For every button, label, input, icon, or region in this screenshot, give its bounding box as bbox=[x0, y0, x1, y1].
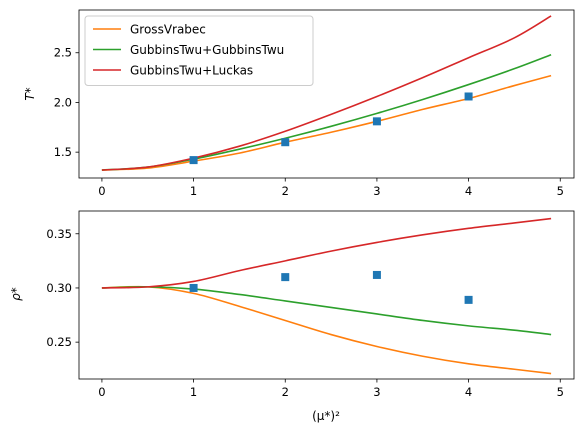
top-data-point-marker bbox=[372, 117, 381, 126]
top-x-ticks: 0 1 2 3 4 5 bbox=[98, 178, 564, 198]
legend: GrossVrabec GubbinsTwu+GubbinsTwu GubbinsT… bbox=[84, 15, 314, 86]
top-x-tick-label: 0 bbox=[98, 184, 105, 198]
bot-series-line-1 bbox=[101, 286, 552, 336]
bot-series-line-2 bbox=[101, 217, 552, 289]
bot-y-tick-label: 0.35 bbox=[46, 227, 72, 241]
top-y-tick-label: 2.5 bbox=[54, 46, 72, 60]
top-x-tick-label: 5 bbox=[557, 184, 564, 198]
bot-x-tick-label: 5 bbox=[557, 385, 564, 399]
bottom-series-group bbox=[101, 217, 552, 375]
bottom-x-axis-label: (μ*)² bbox=[312, 409, 340, 423]
bot-series-line-0 bbox=[101, 285, 552, 375]
top-data-point-marker bbox=[189, 156, 198, 165]
top-y-tick-label: 2.0 bbox=[54, 95, 72, 109]
legend-entry-label: GubbinsTwu+Luckas bbox=[130, 64, 253, 78]
bot-data-point-marker bbox=[281, 273, 290, 282]
top-series-line-0 bbox=[101, 74, 552, 171]
bot-data-point-marker bbox=[189, 283, 198, 292]
bottom-panel: 0 1 2 3 4 5 0.25 0.30 0.35 ρ* (μ*)² bbox=[9, 210, 575, 423]
bot-y-tick-label: 0.25 bbox=[46, 335, 72, 349]
top-y-tick-label: 1.5 bbox=[54, 145, 72, 159]
bot-x-tick-label: 4 bbox=[465, 385, 472, 399]
top-y-ticks: 1.5 2.0 2.5 bbox=[54, 46, 79, 159]
top-series-group bbox=[101, 15, 552, 171]
top-x-tick-label: 1 bbox=[190, 184, 197, 198]
top-x-tick-label: 3 bbox=[373, 184, 380, 198]
legend-entry-label: GrossVrabec bbox=[130, 23, 206, 37]
bot-y-tick-label: 0.30 bbox=[46, 281, 72, 295]
legend-frame bbox=[84, 15, 314, 86]
bot-data-point-marker bbox=[372, 270, 381, 279]
top-series-line-2 bbox=[101, 15, 552, 171]
bot-data-point-marker bbox=[464, 295, 473, 304]
top-data-point-marker bbox=[464, 92, 473, 101]
top-data-point-marker bbox=[281, 138, 290, 147]
bot-x-tick-label: 2 bbox=[282, 385, 289, 399]
top-plot-frame bbox=[78, 9, 575, 179]
bottom-y-ticks: 0.25 0.30 0.35 bbox=[46, 227, 79, 349]
top-panel: 0 1 2 3 4 5 1.5 2.0 2.5 T* GrossVrabec GubbinsTw… bbox=[23, 9, 575, 198]
top-x-tick-label: 2 bbox=[282, 184, 289, 198]
bot-x-tick-label: 3 bbox=[373, 385, 380, 399]
bottom-x-ticks: 0 1 2 3 4 5 bbox=[98, 379, 564, 399]
bot-x-tick-label: 1 bbox=[190, 385, 197, 399]
legend-entry-label: GubbinsTwu+GubbinsTwu bbox=[130, 43, 284, 57]
bottom-y-axis-label: ρ* bbox=[9, 287, 23, 301]
top-y-axis-label: T* bbox=[23, 87, 37, 100]
top-x-tick-label: 4 bbox=[465, 184, 472, 198]
bottom-plot-frame bbox=[78, 210, 575, 380]
bot-x-tick-label: 0 bbox=[98, 385, 105, 399]
